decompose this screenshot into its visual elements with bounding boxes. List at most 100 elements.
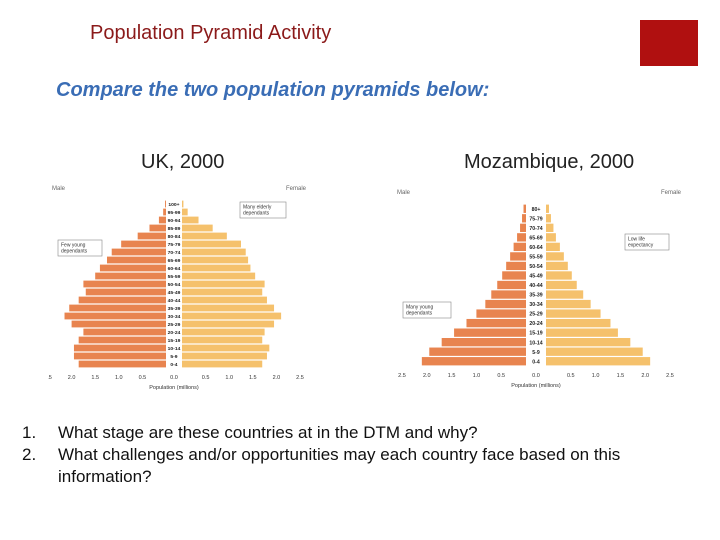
x-tick-label: 1.0 bbox=[225, 375, 233, 381]
x-tick-label: 2.5 bbox=[296, 375, 304, 381]
age-group-label: 5-9 bbox=[532, 350, 540, 356]
age-group-label: 65-69 bbox=[168, 258, 181, 264]
age-group-label: 100+ bbox=[168, 202, 179, 208]
female-bar bbox=[182, 344, 270, 352]
female-bar bbox=[546, 233, 556, 242]
annotation-box bbox=[57, 239, 103, 257]
female-bar bbox=[182, 336, 263, 344]
annotation-line: Low life bbox=[628, 237, 645, 243]
annotation-box bbox=[624, 233, 670, 251]
female-bar bbox=[182, 200, 184, 208]
annotation-line: dependants bbox=[61, 249, 88, 255]
male-bar bbox=[485, 299, 526, 309]
age-group-label: 85-89 bbox=[168, 226, 181, 232]
age-group-label: 70-74 bbox=[168, 250, 181, 256]
annotation-box bbox=[239, 201, 287, 219]
female-bar bbox=[182, 240, 241, 248]
age-group-label: 15-19 bbox=[529, 331, 542, 337]
age-group-label: 40-44 bbox=[168, 298, 181, 304]
female-bar bbox=[182, 224, 213, 232]
age-group-label: 5-9 bbox=[170, 354, 177, 360]
question-text: What stage are these countries at in the… bbox=[58, 423, 478, 442]
x-axis-label: Population (millions) bbox=[149, 385, 199, 391]
x-tick-label: 2.0 bbox=[273, 375, 281, 381]
female-bar bbox=[546, 271, 572, 280]
annotation-line: Few young bbox=[61, 243, 86, 249]
female-bar bbox=[546, 223, 554, 232]
male-bar bbox=[83, 280, 166, 288]
annotation-line: expectancy bbox=[628, 243, 654, 249]
male-bar bbox=[78, 360, 166, 368]
female-bar bbox=[182, 360, 263, 368]
male-bar bbox=[158, 216, 166, 224]
female-bar bbox=[182, 304, 275, 312]
question-1: 1. What stage are these countries at in … bbox=[22, 422, 698, 444]
question-number: 1. bbox=[22, 423, 37, 442]
x-tick-label: 2.0 bbox=[68, 375, 76, 381]
female-bar bbox=[182, 272, 256, 280]
age-group-label: 75-79 bbox=[168, 242, 181, 248]
male-bar bbox=[111, 248, 166, 256]
female-bar bbox=[546, 338, 631, 347]
male-bar bbox=[466, 318, 526, 328]
female-bar bbox=[546, 299, 591, 309]
male-bar bbox=[497, 280, 526, 290]
male-bar bbox=[73, 344, 166, 352]
age-group-label: 35-39 bbox=[168, 306, 181, 312]
age-group-label: 30-34 bbox=[168, 314, 181, 320]
age-group-label: 0-4 bbox=[170, 362, 177, 368]
male-bar bbox=[421, 357, 526, 366]
age-group-label: 65-69 bbox=[529, 235, 542, 241]
x-axis-label: Population (millions) bbox=[511, 383, 561, 389]
age-group-label: 60-64 bbox=[168, 266, 181, 272]
male-bar bbox=[502, 271, 526, 280]
female-bar bbox=[182, 256, 249, 264]
page-title: Population Pyramid Activity bbox=[90, 22, 332, 44]
male-bar bbox=[523, 204, 526, 213]
question-text: What challenges and/or opportunities may… bbox=[58, 445, 621, 486]
male-bar bbox=[165, 200, 166, 208]
female-bar bbox=[546, 280, 577, 290]
age-group-label: 95-99 bbox=[168, 210, 181, 216]
annotation-line: Many elderly bbox=[243, 205, 272, 211]
male-bar bbox=[522, 214, 526, 223]
male-bar bbox=[71, 320, 166, 328]
male-bar bbox=[137, 232, 166, 240]
page-subtitle: Compare the two population pyramids belo… bbox=[56, 79, 490, 101]
male-bar bbox=[121, 240, 166, 248]
female-bar bbox=[182, 248, 246, 256]
male-bar bbox=[64, 312, 166, 320]
male-bar bbox=[506, 261, 526, 271]
female-bar bbox=[546, 261, 568, 271]
male-bar bbox=[107, 256, 166, 264]
female-bar bbox=[182, 312, 282, 320]
female-bar bbox=[182, 320, 275, 328]
age-group-label: 45-49 bbox=[529, 274, 542, 280]
x-tick-label: 2.5 bbox=[666, 373, 674, 379]
age-group-label: 35-39 bbox=[529, 293, 542, 299]
female-bar bbox=[546, 204, 549, 213]
age-group-label: 15-19 bbox=[168, 338, 181, 344]
annotation-box bbox=[402, 301, 452, 319]
male-bar bbox=[513, 242, 526, 252]
female-bar bbox=[182, 296, 267, 304]
annotation-text: Few young dependants bbox=[61, 243, 88, 255]
female-bar bbox=[182, 280, 265, 288]
male-header: Male bbox=[397, 190, 411, 196]
decorative-red-box bbox=[640, 20, 698, 66]
x-tick-label: 0.5 bbox=[497, 373, 505, 379]
x-tick-label: 2.5 bbox=[398, 373, 406, 379]
age-group-label: 45-49 bbox=[168, 290, 181, 296]
age-group-label: 50-54 bbox=[529, 264, 542, 270]
x-tick-label: 1.5 bbox=[617, 373, 625, 379]
female-bar bbox=[546, 357, 651, 366]
female-bar bbox=[546, 290, 584, 299]
female-bar bbox=[546, 242, 560, 252]
age-group-label: 20-24 bbox=[529, 321, 542, 327]
female-bar bbox=[182, 288, 263, 296]
age-group-label: 80-84 bbox=[168, 234, 181, 240]
female-bar bbox=[182, 328, 265, 336]
female-bar bbox=[182, 232, 227, 240]
x-tick-label: 1.5 bbox=[91, 375, 99, 381]
male-bar bbox=[99, 264, 166, 272]
